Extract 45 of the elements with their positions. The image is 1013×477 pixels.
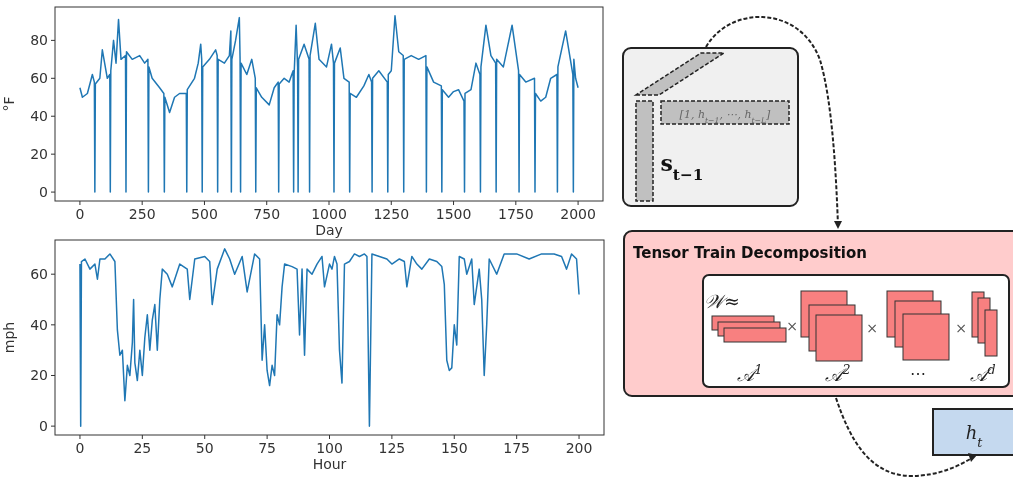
y-tick-label: 60: [30, 266, 48, 283]
text: 𝒲≈: [704, 290, 740, 312]
x-tick-label: 0: [75, 206, 85, 222]
text: Tensor Train Decomposition: [633, 244, 867, 262]
x-tick-label: 1000: [311, 206, 347, 222]
x-tick-label: 500: [191, 206, 218, 222]
x-tick-label: 175: [503, 440, 531, 456]
line-series: [79, 248, 580, 427]
text: 𝒜$^{2}$: [825, 361, 851, 385]
text: ×: [786, 318, 798, 334]
text: [1, h$_{t−1}$, ⋯, h$_{t−L}$]: [679, 108, 772, 125]
y-tick-label: 80: [30, 32, 48, 49]
x-tick-label: 200: [565, 440, 593, 456]
y-axis-title: mph: [1, 321, 17, 354]
x-tick-label: 1500: [435, 206, 472, 222]
y-tick-label: 20: [30, 146, 48, 163]
y-tick-label: 0: [39, 184, 48, 201]
y-tick-label: 40: [30, 108, 48, 125]
x-axis-title: Hour: [312, 456, 347, 472]
x-tick-label: 750: [253, 206, 281, 222]
text: 𝒜$^{d}$: [970, 361, 996, 385]
x-axis-title: Day: [315, 222, 343, 238]
x-tick-label: 0: [75, 440, 85, 456]
text: ×: [866, 320, 878, 336]
x-tick-label: 2000: [560, 206, 596, 222]
line-series: [79, 14, 579, 193]
y-axis-title: °F: [1, 96, 17, 112]
x-tick-label: 75: [258, 440, 277, 456]
text: 𝒜$^{1}$: [737, 361, 763, 385]
x-tick-label: 150: [440, 440, 468, 456]
x-tick-label: 1750: [498, 206, 534, 222]
y-tick-label: 20: [30, 367, 48, 384]
x-tick-label: 50: [195, 440, 214, 456]
x-tick-label: 100: [316, 440, 343, 456]
text: ×: [955, 320, 967, 336]
x-tick-label: 125: [378, 440, 406, 456]
y-tick-label: 40: [30, 316, 48, 333]
y-tick-label: 0: [39, 418, 48, 435]
text: ⋯: [910, 364, 926, 383]
x-tick-label: 250: [128, 206, 156, 222]
text: s$_{t−1}$: [660, 150, 704, 184]
x-tick-label: 25: [133, 440, 152, 456]
text: h$_{t}$: [965, 422, 984, 450]
x-tick-label: 1250: [373, 206, 410, 222]
y-tick-label: 60: [30, 70, 48, 87]
